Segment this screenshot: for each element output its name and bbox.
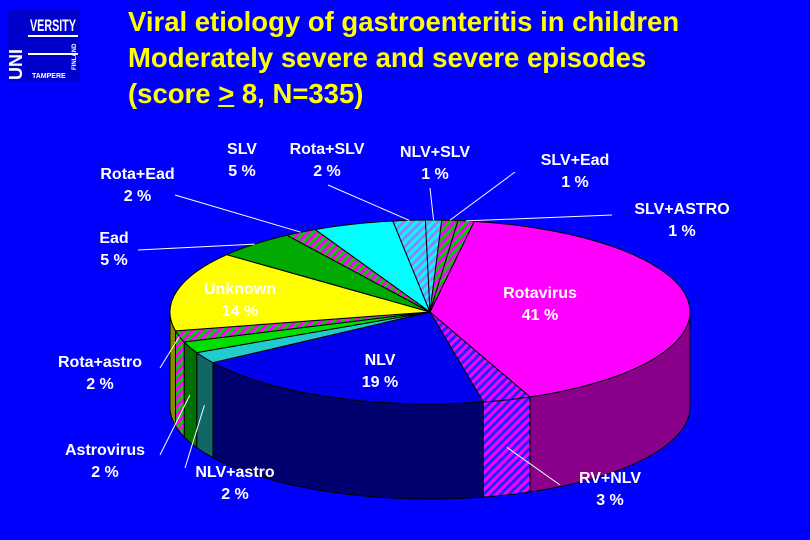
- title-line-3-pre: (score: [128, 78, 219, 109]
- label-astrovirus-pct: 2 %: [91, 464, 119, 481]
- leader-line-slv-astro: [466, 214, 613, 222]
- leader-line-rv-nlv: [506, 446, 561, 486]
- slice-unknown: [169, 254, 431, 332]
- label-slv: SLV 5 %: [212, 139, 272, 183]
- slide-title: Viral etiology of gastroenteritis in chi…: [128, 4, 808, 112]
- label-astrovirus-name: Astrovirus: [64, 442, 146, 459]
- leader-line-astrovirus: [159, 394, 191, 456]
- label-rotavirus: Rotavirus 41 %: [475, 283, 605, 327]
- label-rota-ead-name: Rota+Ead: [100, 166, 175, 183]
- label-slv-pct: 5 %: [228, 163, 256, 180]
- label-rota-slv: Rota+SLV 2 %: [272, 139, 382, 183]
- label-slv-astro-name: SLV+ASTRO: [634, 201, 730, 218]
- label-rota-slv-name: Rota+SLV: [289, 141, 365, 158]
- slice-side-rv-nlv: [482, 396, 531, 498]
- label-rota-astro-name: Rota+astro: [57, 354, 143, 371]
- label-slv-astro: SLV+ASTRO 1 %: [612, 199, 752, 243]
- label-nlv-pct: 19 %: [361, 374, 399, 391]
- title-ge-symbol: >: [218, 78, 235, 109]
- leader-lines: [137, 171, 613, 486]
- label-slv-name: SLV: [227, 141, 257, 158]
- label-rv-nlv: RV+NLV 3 %: [550, 468, 670, 512]
- label-nlv: NLV 19 %: [330, 350, 430, 394]
- label-unknown: Unknown 14 %: [180, 279, 300, 323]
- leader-line-rota-slv: [327, 184, 410, 221]
- leader-line-rota-ead: [174, 194, 301, 233]
- label-ead-name: Ead: [99, 230, 129, 247]
- leader-line-slv-ead: [449, 171, 516, 221]
- label-rota-ead-pct: 2 %: [123, 188, 152, 205]
- label-ead-pct: 5 %: [100, 252, 128, 269]
- label-ead: Ead 5 %: [84, 228, 144, 272]
- logo-text-tampere: TAMPERE: [32, 73, 66, 80]
- slice-side-nlv-astro: [196, 351, 214, 459]
- slice-nlv: [211, 311, 485, 405]
- label-nlv-name: NLV: [364, 352, 396, 369]
- title-line-3: (score > 8, N=335): [128, 76, 808, 112]
- label-slv-ead-pct: 1 %: [561, 174, 589, 191]
- label-nlv-slv-name: NLV+SLV: [399, 144, 471, 161]
- title-line-1: Viral etiology of gastroenteritis in chi…: [128, 6, 680, 37]
- title-line-3-post: 8, N=335): [234, 78, 364, 109]
- label-nlv-astro-pct: 2 %: [221, 486, 249, 503]
- label-slv-ead: SLV+Ead 1 %: [515, 150, 635, 194]
- label-rv-nlv-pct: 3 %: [596, 492, 624, 509]
- pie-top-faces: [169, 219, 691, 405]
- university-logo: UNI VERSITY TAMPERE FINLAND: [8, 10, 80, 82]
- leader-line-nlv-slv: [429, 187, 435, 221]
- label-astrovirus: Astrovirus 2 %: [45, 440, 165, 484]
- label-unknown-name: Unknown: [204, 281, 276, 298]
- label-rota-astro: Rota+astro 2 %: [40, 352, 160, 396]
- slice-slv-astro: [429, 220, 475, 313]
- label-slv-ead-name: SLV+Ead: [540, 152, 610, 169]
- label-rv-nlv-name: RV+NLV: [578, 470, 642, 487]
- label-nlv-slv: NLV+SLV 1 %: [380, 142, 490, 186]
- label-rotavirus-name: Rotavirus: [503, 285, 577, 302]
- leader-line-nlv-astro: [184, 405, 205, 469]
- title-line-2: Moderately severe and severe episodes: [128, 42, 647, 73]
- slice-rotavirus: [429, 220, 691, 398]
- slice-side-astrovirus: [183, 340, 198, 449]
- leader-line-ead: [137, 243, 255, 251]
- label-slv-astro-pct: 1 %: [668, 223, 696, 240]
- label-unknown-pct: 14 %: [221, 303, 259, 320]
- label-rota-astro-pct: 2 %: [86, 376, 114, 393]
- label-nlv-slv-pct: 1 %: [421, 166, 449, 183]
- label-nlv-astro: NLV+astro 2 %: [175, 462, 295, 506]
- logo-text-uni: UNI: [8, 49, 26, 80]
- leader-line-rota-astro: [159, 336, 180, 369]
- label-nlv-astro-name: NLV+astro: [195, 464, 275, 481]
- label-rotavirus-pct: 41 %: [521, 307, 559, 324]
- label-rota-slv-pct: 2 %: [313, 163, 341, 180]
- pie-side-walls: [169, 311, 691, 500]
- logo-text-versity: VERSITY: [30, 16, 76, 35]
- logo-text-finland: FINLAND: [72, 43, 78, 70]
- label-rota-ead: Rota+Ead 2 %: [80, 164, 195, 208]
